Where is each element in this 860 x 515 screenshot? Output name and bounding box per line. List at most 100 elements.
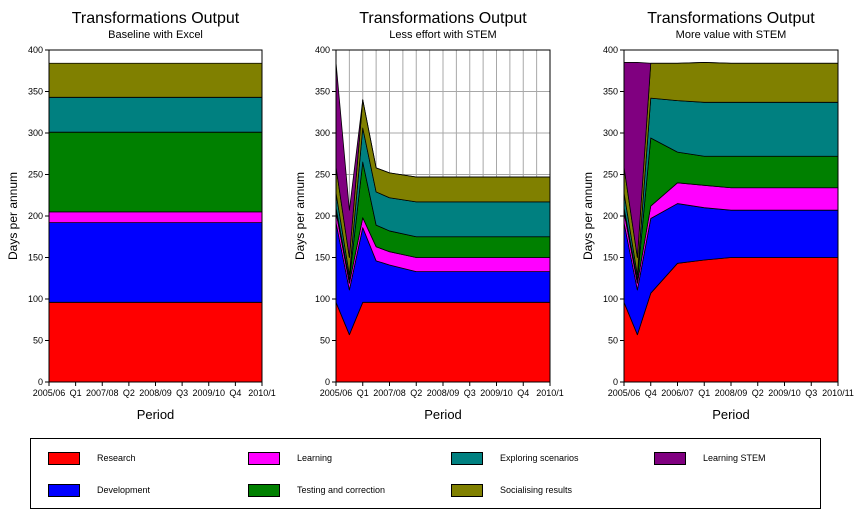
y-tick-label: 0 xyxy=(38,377,43,387)
y-tick-label: 200 xyxy=(28,211,43,221)
y-tick-label: 100 xyxy=(603,294,618,304)
chart-title: Transformations Output xyxy=(647,10,815,27)
x-axis-label: Period xyxy=(424,407,462,422)
legend-label: Socialising results xyxy=(500,485,573,495)
legend-label: Research xyxy=(97,453,136,463)
x-tick-label: 2009/10 xyxy=(768,388,801,398)
y-tick-label: 200 xyxy=(603,211,618,221)
x-tick-label: 2007/08 xyxy=(373,388,406,398)
charts-area: Transformations Output Baseline with Exce… xyxy=(6,10,854,422)
y-tick-label: 200 xyxy=(315,211,330,221)
legend-label: Development xyxy=(97,485,151,495)
y-tick-label: 50 xyxy=(608,336,618,346)
legend-swatch xyxy=(48,451,80,465)
chart-3: Transformations Output More value with ST… xyxy=(581,10,854,422)
y-tick-label: 400 xyxy=(315,45,330,55)
y-tick-label: 250 xyxy=(315,170,330,180)
area-series-research xyxy=(48,301,263,383)
y-tick-label: 50 xyxy=(33,336,43,346)
legend-item: Learning xyxy=(248,451,332,465)
chart-subtitle: More value with STEM xyxy=(676,29,787,41)
x-tick-label: Q4 xyxy=(517,388,529,398)
y-tick-label: 400 xyxy=(603,45,618,55)
x-tick-label: Q3 xyxy=(464,388,476,398)
y-tick-label: 350 xyxy=(28,87,43,97)
y-axis-label: Days per annum xyxy=(293,172,307,260)
chart-subtitle: Baseline with Excel xyxy=(108,29,203,41)
area-series-socialising-results xyxy=(48,62,263,98)
y-tick-label: 350 xyxy=(315,87,330,97)
chart-1: Transformations Output Baseline with Exce… xyxy=(6,10,276,422)
legend-swatch xyxy=(48,483,80,497)
chart-title: Transformations Output xyxy=(359,10,527,27)
x-tick-label: Q3 xyxy=(805,388,817,398)
x-tick-label: 2009/10 xyxy=(192,388,225,398)
y-tick-label: 150 xyxy=(28,253,43,263)
x-tick-label: 2006/07 xyxy=(661,388,694,398)
chart-subtitle: Less effort with STEM xyxy=(389,29,496,41)
x-tick-label: Q2 xyxy=(410,388,422,398)
x-axis-label: Period xyxy=(137,407,175,422)
y-tick-label: 0 xyxy=(613,377,618,387)
legend-label: Testing and correction xyxy=(297,485,386,495)
area-series-development xyxy=(48,222,263,303)
x-tick-label: Q1 xyxy=(698,388,710,398)
y-tick-label: 400 xyxy=(28,45,43,55)
x-tick-label: 2010/1 xyxy=(536,388,564,398)
legend-item: Development xyxy=(48,483,150,497)
x-tick-label: Q3 xyxy=(176,388,188,398)
x-tick-label: Q4 xyxy=(645,388,657,398)
legend-swatch xyxy=(451,483,483,497)
y-tick-label: 250 xyxy=(28,170,43,180)
legend-item: Exploring scenarios xyxy=(451,451,579,465)
y-tick-label: 0 xyxy=(325,377,330,387)
legend-label: Learning STEM xyxy=(703,453,766,463)
y-tick-label: 150 xyxy=(315,253,330,263)
y-axis-label: Days per annum xyxy=(581,172,595,260)
y-tick-label: 100 xyxy=(28,294,43,304)
x-tick-label: 2010/11 xyxy=(822,388,854,398)
x-tick-label: 2008/09 xyxy=(139,388,172,398)
chart-title: Transformations Output xyxy=(72,10,240,27)
legend-swatch xyxy=(451,451,483,465)
x-tick-label: Q2 xyxy=(123,388,135,398)
legend-item: Research xyxy=(48,451,136,465)
x-tick-label: Q4 xyxy=(229,388,241,398)
x-tick-label: 2010/1 xyxy=(248,388,276,398)
x-tick-label: 2008/09 xyxy=(715,388,748,398)
area-series-exploring-scenarios xyxy=(48,96,263,133)
y-tick-label: 300 xyxy=(315,128,330,138)
y-tick-label: 50 xyxy=(320,336,330,346)
x-tick-label: 2008/09 xyxy=(427,388,460,398)
area-series-learning-stem xyxy=(335,62,551,258)
y-tick-label: 100 xyxy=(315,294,330,304)
legend-swatch xyxy=(654,451,686,465)
legend-item: Socialising results xyxy=(451,483,572,497)
legend-item: Learning STEM xyxy=(654,451,766,465)
legend-swatch xyxy=(248,483,280,497)
y-tick-label: 300 xyxy=(603,128,618,138)
y-tick-label: 300 xyxy=(28,128,43,138)
chart-2: Transformations Output Less effort with S… xyxy=(293,10,564,422)
chart-legend: Research Learning Exploring scenarios Learn… xyxy=(30,438,821,509)
x-tick-label: Q1 xyxy=(357,388,369,398)
legend-label: Exploring scenarios xyxy=(500,453,579,463)
x-tick-label: 2009/10 xyxy=(480,388,513,398)
x-tick-label: 2005/06 xyxy=(320,388,353,398)
x-tick-label: Q2 xyxy=(752,388,764,398)
x-tick-label: 2005/06 xyxy=(33,388,66,398)
legend-item: Testing and correction xyxy=(248,483,385,497)
y-tick-label: 250 xyxy=(603,170,618,180)
area-series-learning-stem xyxy=(623,62,839,258)
area-series-testing-and-correction xyxy=(48,131,263,213)
legend-swatch xyxy=(248,451,280,465)
x-tick-label: 2005/06 xyxy=(608,388,641,398)
y-axis-label: Days per annum xyxy=(6,172,20,260)
area-series-research xyxy=(335,301,551,383)
legend-label: Learning xyxy=(297,453,333,463)
x-axis-label: Period xyxy=(712,407,750,422)
x-tick-label: 2007/08 xyxy=(86,388,119,398)
area-series-learning xyxy=(48,211,263,224)
y-tick-label: 150 xyxy=(603,253,618,263)
y-tick-label: 350 xyxy=(603,87,618,97)
